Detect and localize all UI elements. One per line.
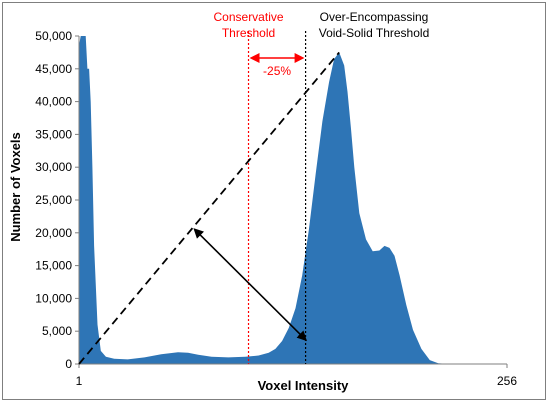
perpendicular-distance-arrow	[193, 228, 308, 342]
y-tick-label: 25,000	[35, 193, 72, 207]
y-axis: 0 5,000 10,000 15,000 20,000 25,000 30,000 35,0…	[35, 29, 80, 371]
y-tick-label: 5,000	[42, 324, 72, 338]
y-axis-title: Number of Voxels	[8, 132, 23, 242]
chart-frame: 0 5,000 10,000 15,000 20,000 25,000 30,000 35,0…	[2, 2, 546, 400]
plot-area	[79, 36, 507, 364]
conservative-label-line2: Threshold	[222, 26, 275, 40]
y-tick-label: 0	[65, 357, 72, 371]
conservative-label-line1: Conservative	[214, 10, 284, 24]
encompassing-label-line1: Over-Encompassing	[320, 10, 429, 24]
y-tick-label: 15,000	[35, 259, 72, 273]
y-tick-label: 10,000	[35, 291, 72, 305]
histogram-area-series-0	[79, 36, 507, 364]
y-tick-label: 50,000	[35, 29, 72, 43]
diagonal-reference-line	[78, 51, 340, 365]
x-tick-label: 256	[497, 374, 517, 388]
offset-label: -25%	[263, 64, 291, 78]
annotations: Conservative Threshold Over-Encompassing Vo…	[78, 10, 430, 365]
y-tick-label: 35,000	[35, 127, 72, 141]
x-tick-label: 1	[76, 374, 83, 388]
histogram-chart: 0 5,000 10,000 15,000 20,000 25,000 30,000 35,0…	[8, 10, 517, 393]
y-tick-label: 30,000	[35, 160, 72, 174]
y-tick-label: 45,000	[35, 62, 72, 76]
encompassing-label-line2: Void-Solid Threshold	[319, 26, 430, 40]
x-axis: 1 256	[76, 363, 517, 388]
x-axis-title: Voxel Intensity	[258, 378, 350, 393]
y-tick-label: 40,000	[35, 95, 72, 109]
y-tick-label: 20,000	[35, 226, 72, 240]
